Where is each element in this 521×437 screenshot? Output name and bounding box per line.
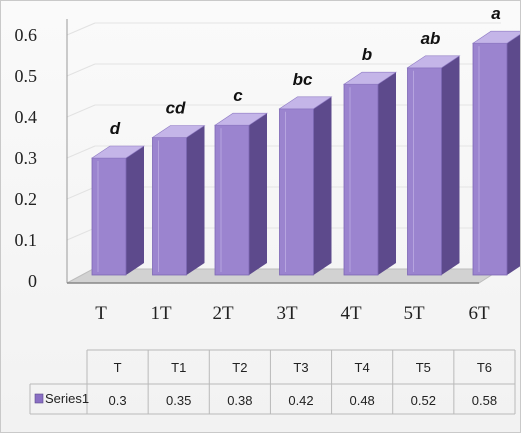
significance-letter: a <box>491 4 500 23</box>
bar-front <box>152 137 187 276</box>
bar-side <box>186 125 205 275</box>
significance-letter: c <box>233 86 243 105</box>
table-header-cell: T4 <box>355 360 370 375</box>
x-tick-label: T <box>95 303 107 324</box>
significance-letter: cd <box>166 99 186 118</box>
y-tick-label: 0.1 <box>15 230 38 250</box>
gridline-side <box>66 227 96 241</box>
y-tick-label: 0.5 <box>15 66 38 86</box>
bar-side <box>507 33 521 275</box>
y-tick-label: 0.3 <box>15 148 38 168</box>
x-tick-label: 5T <box>403 303 425 324</box>
table-header-cell: T3 <box>293 360 308 375</box>
bar-3T <box>278 96 333 276</box>
x-tick-label: 3T <box>276 303 298 324</box>
table-value-cell: 0.3 <box>109 393 127 408</box>
y-tick-label: 0.4 <box>15 107 38 127</box>
bar-side <box>441 55 460 275</box>
y-tick-label: 0.6 <box>15 25 38 45</box>
bar-top <box>278 96 333 110</box>
bar-side <box>313 96 332 275</box>
x-tick-label: 2T <box>212 303 234 324</box>
table-value-cell: 0.48 <box>349 393 374 408</box>
table-value-cell: 0.52 <box>411 393 436 408</box>
table-header-cell: T1 <box>171 360 186 375</box>
gridline-side <box>66 186 96 200</box>
bar-front <box>472 42 508 276</box>
significance-letter: ab <box>421 29 441 48</box>
bar-front <box>214 124 250 276</box>
legend-key <box>34 393 44 404</box>
table-header-cell: T5 <box>416 360 431 375</box>
bar-side <box>378 72 396 275</box>
y-tick-label: 0 <box>28 271 37 291</box>
bar-top <box>406 55 461 69</box>
bar-top <box>151 125 206 138</box>
bar-side <box>249 113 267 275</box>
table-row-label: Series1 <box>45 391 89 406</box>
x-tick-label: 4T <box>340 303 362 324</box>
gridline-side <box>66 145 96 159</box>
y-tick-label: 0.2 <box>15 189 38 209</box>
bar-front <box>91 157 127 276</box>
table-value-cell: 0.42 <box>288 393 313 408</box>
bar-top <box>91 145 145 159</box>
table-value-cell: 0.35 <box>166 393 191 408</box>
gridline-side <box>66 104 96 118</box>
bar-front <box>343 83 379 276</box>
significance-letter: bc <box>293 70 313 89</box>
bar-T <box>91 145 145 276</box>
bar-top <box>472 30 521 44</box>
bar-front <box>407 67 442 276</box>
bar-top <box>343 71 397 85</box>
bar-6T <box>472 30 521 276</box>
bar-1T <box>151 125 206 276</box>
table-value-cell: 0.38 <box>227 393 252 408</box>
bar-top <box>214 112 268 126</box>
gridline-side <box>66 22 96 36</box>
bar-4T <box>343 71 397 276</box>
table-header-cell: T2 <box>232 360 247 375</box>
bar-front <box>279 108 314 276</box>
table-value-cell: 0.58 <box>472 393 497 408</box>
x-tick-label: 1T <box>150 303 172 324</box>
table-header-cell: T6 <box>477 360 492 375</box>
bar-2T <box>214 112 268 276</box>
significance-letter: d <box>110 119 121 138</box>
significance-letter: b <box>362 45 372 64</box>
table-header-cell: T <box>114 360 122 375</box>
bar-side <box>126 146 144 275</box>
gridline-side <box>66 63 96 77</box>
bar-5T <box>406 55 461 276</box>
x-tick-label: 6T <box>468 303 490 324</box>
